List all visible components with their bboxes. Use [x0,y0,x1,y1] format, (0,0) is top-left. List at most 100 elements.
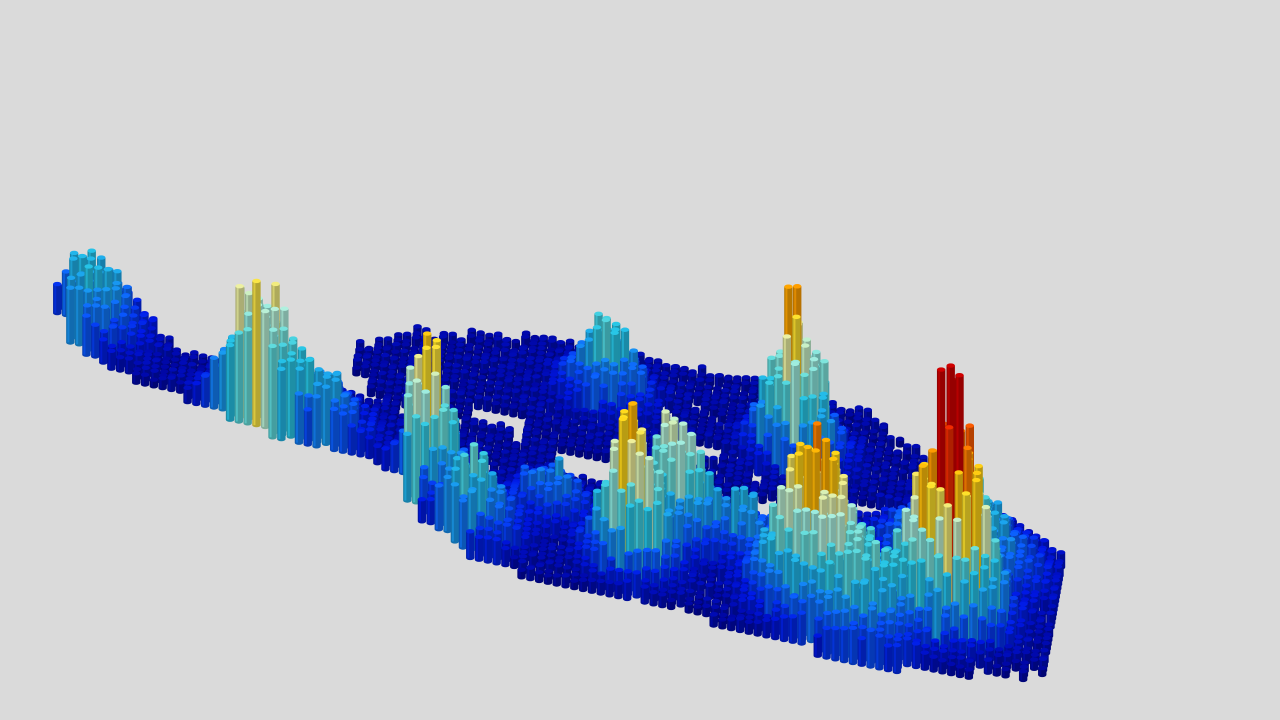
bar-column [543,573,553,585]
bar-column [132,371,141,385]
bar-column [938,658,947,675]
bar-column [875,633,884,671]
bar-column [557,441,566,455]
bar-column [66,285,75,345]
bar-column [566,442,575,456]
bar-column [261,308,270,430]
bar-column [82,313,91,357]
bar-column [268,343,277,440]
bar-column [693,604,702,616]
bar-column [955,664,965,679]
bar-column [443,474,452,534]
bar-column [329,406,339,453]
bar-column [779,614,789,643]
bar-column [115,354,125,373]
bar-column [426,496,435,526]
bar-column [243,327,252,426]
bar-column [866,496,876,509]
bar-column [583,447,593,460]
bar-column [517,567,526,580]
bar-column [1011,658,1021,672]
bar-column [983,657,993,675]
bar-column [718,617,727,630]
bar-column [338,411,348,454]
bar-column [474,534,484,562]
bar-column [183,385,192,405]
bar-column [312,394,321,449]
bar-column [601,448,610,464]
bar-column [294,391,304,445]
bar-column [587,577,597,594]
bar-column [632,570,641,599]
bar-column [704,432,713,449]
bar-column [992,663,1001,677]
bar-column [218,350,227,412]
bar-columns [53,248,1066,683]
bar-column [517,406,527,420]
bar-column [74,285,84,347]
bar-column [466,529,475,561]
bar-column [200,373,210,408]
bar-column [361,363,370,379]
bar-column [510,554,519,570]
bar-column [684,601,693,614]
bar-column [964,667,974,680]
bar-column [124,356,134,375]
bar-column [831,625,840,662]
bar-column [417,497,427,524]
bar-column [857,635,866,667]
bar-column [658,592,667,609]
bar-column [491,400,500,414]
bar-column [411,335,421,349]
bar-column [375,386,385,400]
bar-column [695,435,704,447]
bar-column [366,384,376,398]
bar-column [813,633,822,658]
bar-column [500,403,509,416]
bar-column [552,573,561,587]
bar-column [744,619,754,635]
bar-column [754,450,763,477]
bar-column [920,650,930,671]
bar-column [373,443,382,466]
bar-column [225,342,235,422]
bar-column [929,654,938,673]
bar-column [303,407,312,447]
bar-column [895,436,905,448]
bar-column [91,322,100,359]
bar-column [492,536,501,566]
bar-column [911,641,921,670]
bar-column [570,578,579,591]
bar-column [771,616,780,641]
bar-column [149,377,159,389]
bar-column [53,281,62,316]
bar-column [839,625,849,664]
bar-column [762,617,771,639]
bar-column [501,545,510,568]
bar-column [758,491,767,505]
bar-column [883,643,893,673]
bar-column [727,617,736,632]
bar-column [176,380,185,394]
bar-column [676,590,685,608]
bar-column [848,625,858,666]
bar-column [693,392,702,407]
bar-column [234,330,244,424]
bar-column [575,446,584,458]
bar-column [140,372,150,387]
bar-column [107,348,116,371]
bar-column [1038,665,1047,678]
bar-column [788,614,798,644]
bar-column [903,636,912,668]
bar-column [605,579,614,598]
bar-column [450,482,460,544]
bar-column [277,366,286,442]
bar-column [578,577,588,593]
bar-column [509,404,518,418]
bar-column [767,486,777,502]
bar-column [892,642,902,675]
bar-column [614,581,623,600]
bar-column [1018,669,1028,683]
bar-column [403,431,412,503]
